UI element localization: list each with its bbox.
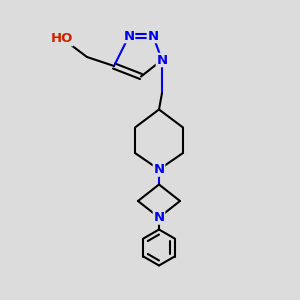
- Text: N: N: [153, 163, 165, 176]
- Text: N: N: [147, 29, 159, 43]
- Text: N: N: [156, 53, 168, 67]
- Text: N: N: [123, 29, 135, 43]
- Text: N: N: [153, 211, 165, 224]
- Text: HO: HO: [50, 32, 73, 46]
